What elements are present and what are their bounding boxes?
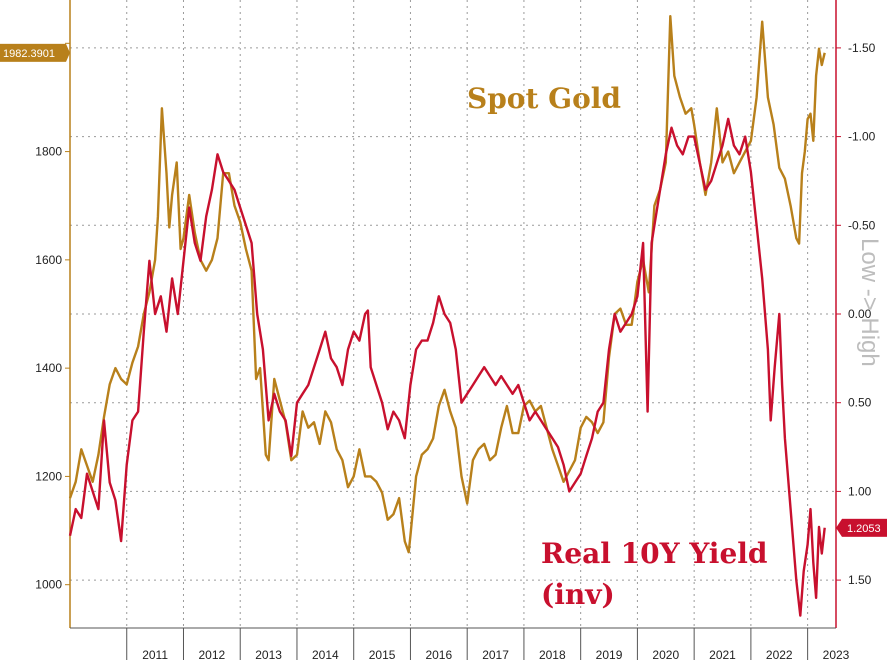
right-axis-title: Low -> High: [856, 238, 883, 367]
x-tick-label: 2019: [596, 648, 623, 661]
left-tick-label: 1400: [35, 361, 62, 375]
right-tick-label: 0.50: [848, 396, 872, 410]
right-tick-label: -1.00: [848, 130, 876, 144]
grid-lines: [70, 0, 836, 628]
series-lines: [68, 15, 826, 617]
gold-last-value: 1982.3901: [3, 48, 55, 60]
real-yield-line: [68, 117, 826, 617]
x-tick-label: 2020: [652, 648, 679, 661]
right-tick-label: 1.50: [848, 573, 872, 587]
x-tick-label: 2017: [482, 648, 509, 661]
yield-badge-arrow: [836, 518, 842, 537]
x-tick-label: 2023: [823, 648, 850, 661]
x-tick-label: 2013: [255, 648, 282, 661]
x-axis: 2011 2012 2013 2014 2015 2016 2017 2018 2019 2020…: [126, 628, 850, 661]
spot-gold-line: [68, 15, 826, 554]
yield-last-value: 1.2053: [847, 523, 881, 535]
x-tick-label: 2021: [709, 648, 736, 661]
real-yield-label: Real 10Y Yield: [541, 537, 767, 570]
x-tick-label: 2012: [199, 648, 226, 661]
x-tick-label: 2015: [369, 648, 396, 661]
x-tick-label: 2016: [425, 648, 452, 661]
right-tick-label: 1.00: [848, 484, 872, 498]
spot-gold-label: Spot Gold: [467, 82, 621, 115]
gold-last-value-badge: [0, 43, 66, 62]
x-tick-label: 2018: [539, 648, 566, 661]
right-tick-label: 0.00: [848, 307, 872, 321]
left-tick-label: 1200: [35, 469, 62, 483]
left-tick-label: 1600: [35, 253, 62, 267]
right-tick-label: -1.50: [848, 41, 876, 55]
x-tick-label: 2014: [312, 648, 339, 661]
last-value-badges: 1982.3901 1.2053: [0, 43, 887, 537]
right-tick-label: -0.50: [848, 218, 876, 232]
right-axis: -1.50 -1.00 -0.50 0.00 0.50 1.00 1.50: [836, 41, 876, 587]
left-axis: 1000 1200 1400 1600 1800: [35, 42, 70, 592]
left-tick-label: 1800: [35, 145, 62, 159]
left-tick-label: 1000: [35, 578, 62, 592]
real-yield-inv-label: (inv): [541, 578, 615, 611]
x-tick-label: 2011: [142, 648, 168, 661]
yield-last-value-badge: [842, 518, 887, 537]
gold-badge-arrow: [66, 43, 70, 62]
x-tick-label: 2022: [766, 648, 793, 661]
